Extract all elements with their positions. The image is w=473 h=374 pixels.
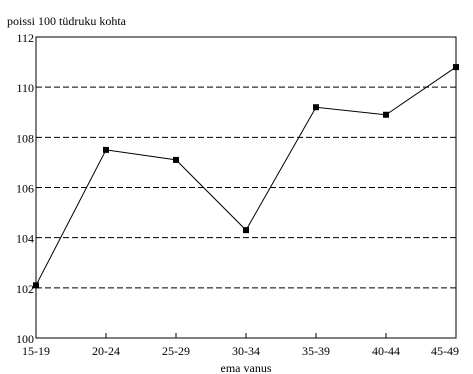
y-axis-label: poissi 100 tüdruku kohta bbox=[7, 14, 127, 28]
series-line bbox=[35, 66, 457, 286]
y-tick-label: 110 bbox=[16, 81, 34, 95]
series-markers bbox=[33, 64, 459, 289]
y-tick-label: 100 bbox=[16, 332, 34, 346]
x-axis-ticks: 15-19 20-24 25-29 30-34 35-39 40-44 45-49 bbox=[22, 333, 459, 358]
data-point-marker bbox=[173, 156, 179, 163]
x-tick-label: 35-39 bbox=[302, 344, 330, 358]
x-tick-label: 40-44 bbox=[372, 344, 400, 358]
x-axis-label: ema vanus bbox=[221, 361, 272, 374]
y-tick-label: 106 bbox=[16, 182, 34, 196]
x-tick-label: 20-24 bbox=[92, 344, 120, 358]
gridlines bbox=[36, 86, 456, 289]
data-point-marker bbox=[313, 104, 319, 111]
data-point-marker bbox=[33, 282, 39, 289]
data-point-marker bbox=[383, 111, 389, 118]
x-tick-label: 25-29 bbox=[162, 344, 190, 358]
y-tick-label: 102 bbox=[16, 282, 34, 296]
y-tick-label: 104 bbox=[16, 232, 34, 246]
x-tick-label: 45-49 bbox=[431, 344, 459, 358]
y-tick-label: 108 bbox=[16, 131, 34, 145]
x-tick-label: 15-19 bbox=[22, 344, 50, 358]
x-tick-label: 30-34 bbox=[232, 344, 260, 358]
y-tick-label: 112 bbox=[16, 31, 34, 45]
data-point-marker bbox=[103, 146, 109, 153]
y-axis-ticks: 100 102 104 106 108 110 112 bbox=[16, 31, 34, 346]
data-point-marker bbox=[243, 227, 249, 234]
data-point-marker bbox=[453, 64, 459, 71]
